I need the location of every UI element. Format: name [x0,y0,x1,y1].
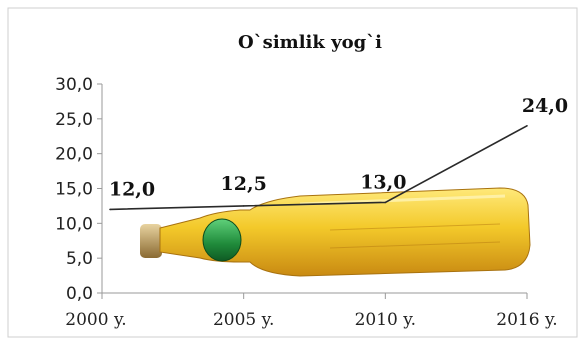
chart-frame [7,7,578,338]
data-label: 13,0 [360,171,406,193]
data-point [109,208,111,211]
series-group [109,125,528,211]
x-ticks: 2000 y. 2005 y. 2010 y. 2016 y. [65,293,558,330]
x-tick-label: 2005 y. [213,310,274,330]
x-tick-label: 2016 y. [496,310,557,330]
chart-title: O`simlik yog`i [238,32,382,53]
y-tick-label: 0,0 [66,284,93,304]
x-tick-label: 2000 y. [65,310,126,330]
y-tick-label: 10,0 [55,214,93,234]
oil-bottle-illustration [140,187,531,277]
y-tick-label: 15,0 [55,180,93,200]
bottle-highlight [299,194,506,206]
y-tick-label: 25,0 [55,110,93,130]
data-point [526,125,528,127]
data-label: 12,0 [109,178,155,200]
y-tick-label: 5,0 [66,249,93,269]
data-label: 24,0 [522,95,568,117]
data-point [242,205,245,207]
bottle-cork [140,224,162,258]
series-line [109,125,528,211]
bottle-rib [329,223,501,231]
bottle-cap [202,218,242,262]
bottle-rib [329,241,501,249]
data-point [384,201,387,204]
data-labels: 12,0 12,5 13,0 24,0 [109,95,568,201]
y-ticks: 0,0 5,0 10,0 15,0 20,0 25,0 30,0 [55,75,102,304]
bottle-body [159,187,531,277]
y-tick-label: 20,0 [55,145,93,165]
y-tick-label: 30,0 [55,75,93,95]
x-tick-label: 2010 y. [355,310,416,330]
data-label: 12,5 [221,173,267,195]
